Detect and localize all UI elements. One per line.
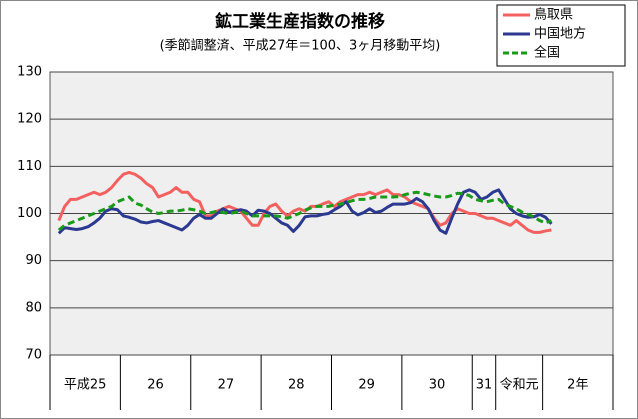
y-tick-label: 90: [25, 253, 42, 268]
chart-subtitle: (季節調整済、平成27年＝100、3ヶ月移動平均): [160, 38, 441, 54]
x-tick-label: 28: [288, 378, 305, 393]
y-tick-label: 100: [17, 206, 42, 221]
y-tick-label: 130: [17, 65, 42, 80]
x-tick-label: 27: [218, 378, 235, 393]
legend-label: 中国地方: [534, 26, 586, 42]
chart-title: 鉱工業生産指数の推移: [215, 11, 385, 32]
y-tick-label: 70: [25, 348, 42, 363]
y-tick-label: 80: [25, 300, 42, 315]
series-line: [57, 188, 553, 235]
x-tick-label: 26: [147, 378, 164, 393]
x-tick-label: 29: [358, 378, 375, 393]
x-tick-label: 平成25: [64, 378, 107, 393]
series-line: [57, 190, 552, 232]
x-tick-label: 2年: [567, 378, 588, 393]
x-tick-label: 令和元: [500, 378, 539, 393]
series-line: [57, 170, 552, 234]
y-tick-label: 120: [17, 112, 42, 127]
x-tick-label: 30: [429, 378, 446, 393]
legend-label: 全国: [534, 45, 560, 61]
legend-label: 鳥取県: [534, 8, 573, 23]
x-tick-label: 31: [476, 378, 493, 393]
y-tick-label: 110: [17, 159, 42, 174]
